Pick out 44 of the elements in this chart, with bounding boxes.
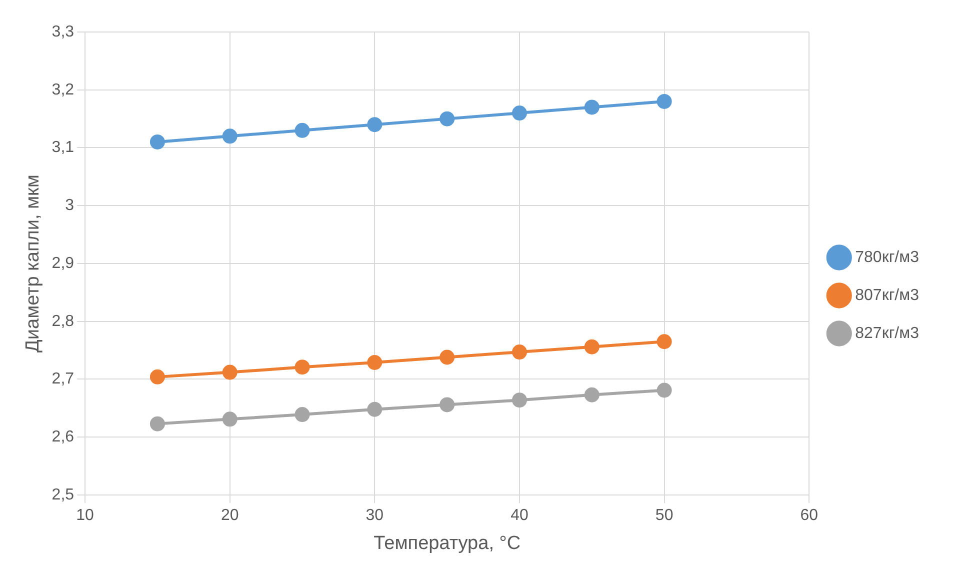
x-tick-label: 10 [76,507,94,524]
point [512,392,527,408]
point [440,350,455,365]
point [222,364,238,380]
point [367,117,382,132]
point [367,354,382,370]
point [584,387,600,402]
point [512,106,527,121]
point [584,339,600,354]
point [656,334,672,350]
point [656,94,672,109]
x-axis-title: Температура, °C [374,532,521,554]
point [294,360,310,375]
y-tick-label: 3,2 [52,81,74,98]
point [150,416,165,432]
x-tick-label: 40 [510,507,528,524]
point [294,407,310,422]
y-tick-label: 2,5 [52,486,74,504]
legend-label: 780кг/м3 [855,248,920,266]
point [656,382,672,398]
y-tick-label: 2,9 [52,254,74,272]
point [150,369,165,384]
point [222,412,238,427]
point [367,402,382,417]
point [512,344,527,360]
legend-label: 827кг/м3 [855,324,920,342]
y-tick-label: 3,1 [52,139,74,156]
point [440,111,455,126]
point [150,134,165,150]
y-axis-title: Диаметр капли, мкм [22,174,44,352]
x-tick-label: 50 [655,507,674,524]
point [222,128,238,144]
y-tick-label: 2,7 [52,370,74,388]
point [440,397,455,412]
legend-label: 807кг/м3 [855,286,920,304]
y-tick-label: 3,3 [52,23,74,40]
y-tick-label: 2,6 [52,428,74,446]
point [294,122,310,138]
x-tick-label: 60 [800,507,818,524]
x-tick-label: 30 [366,507,384,524]
x-tick-label: 20 [220,507,239,524]
y-tick-label: 2,8 [52,312,74,330]
point [584,100,600,115]
y-tick-label: 3 [65,197,74,214]
